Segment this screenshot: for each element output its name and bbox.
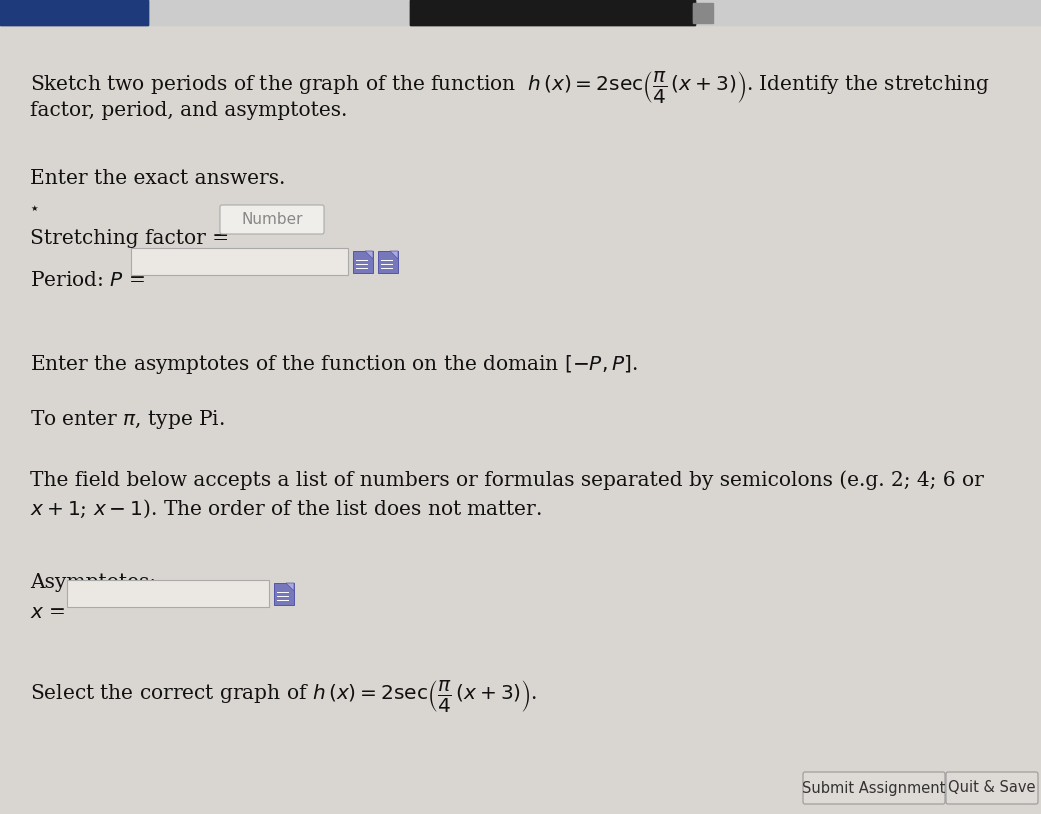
Polygon shape [390,251,398,259]
Text: Select the correct graph of $h\,(x) = 2\sec\!\left(\dfrac{\pi}{4}\,(x+3)\right)$: Select the correct graph of $h\,(x) = 2\… [30,678,537,714]
Text: Period: $P$ =: Period: $P$ = [30,271,145,290]
Text: Stretching factor =: Stretching factor = [30,229,235,248]
Text: Asymptotes:: Asymptotes: [30,573,156,592]
Text: Submit Assignment: Submit Assignment [803,781,945,795]
Bar [0,0,148,25]
Text: The field below accepts a list of numbers or formulas separated by semicolons (e: The field below accepts a list of number… [30,470,984,490]
FancyBboxPatch shape [378,251,398,273]
Bar [693,3,713,23]
FancyBboxPatch shape [67,580,269,607]
FancyBboxPatch shape [946,772,1038,804]
FancyBboxPatch shape [803,772,945,804]
Polygon shape [286,583,294,591]
Bar [410,0,695,25]
Text: Enter the exact answers.: Enter the exact answers. [30,169,285,188]
FancyBboxPatch shape [274,583,294,605]
Bar [0,0,148,25]
Bar [410,0,695,25]
Polygon shape [365,251,373,259]
Bar [693,4,711,22]
Bar [0,0,1041,25]
FancyBboxPatch shape [220,205,324,234]
Text: ★: ★ [30,204,37,213]
Text: $x+1$; $x-1$). The order of the list does not matter.: $x+1$; $x-1$). The order of the list doe… [30,498,542,520]
FancyBboxPatch shape [131,248,348,275]
Text: Number: Number [242,212,303,227]
Text: Sketch two periods of the graph of the function  $h\,(x) = 2\sec\!\left(\dfrac{\: Sketch two periods of the graph of the f… [30,69,990,105]
Text: factor, period, and asymptotes.: factor, period, and asymptotes. [30,101,348,120]
Text: $x$ =: $x$ = [30,603,66,622]
Text: Quit & Save: Quit & Save [948,781,1036,795]
Text: To enter $\pi$, type Pi.: To enter $\pi$, type Pi. [30,408,225,431]
FancyBboxPatch shape [353,251,373,273]
Text: Enter the asymptotes of the function on the domain $[-P, P]$.: Enter the asymptotes of the function on … [30,353,638,376]
